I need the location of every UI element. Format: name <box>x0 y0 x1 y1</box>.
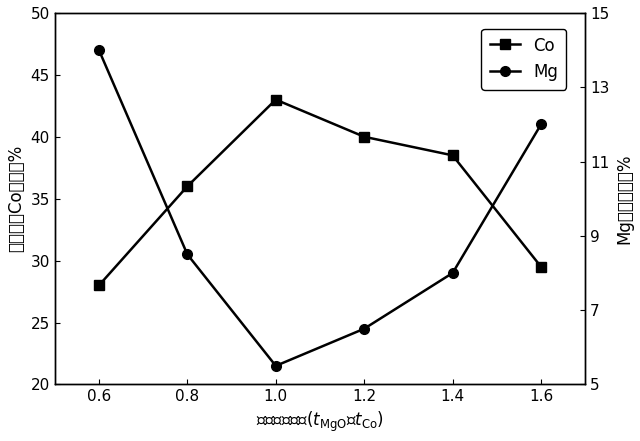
Legend: Co, Mg: Co, Mg <box>481 29 566 90</box>
Mg <box>184 252 191 257</box>
Mg <box>95 48 103 53</box>
Co <box>360 134 368 139</box>
Co <box>184 183 191 189</box>
Co <box>449 153 456 158</box>
Co <box>95 283 103 288</box>
Y-axis label: 氢氧化魈Co品位／%: 氢氧化魈Co品位／% <box>7 145 25 252</box>
Mg <box>537 122 545 127</box>
Y-axis label: Mg杂质含量／%: Mg杂质含量／% <box>615 153 633 244</box>
Line: Co: Co <box>94 95 546 290</box>
X-axis label: 氧化镁加入量($t_{\mathrm{MgO}}$／$t_{\mathrm{Co}}$): 氧化镁加入量($t_{\mathrm{MgO}}$／$t_{\mathrm{Co… <box>256 410 384 434</box>
Mg <box>360 326 368 331</box>
Co <box>537 264 545 269</box>
Line: Mg: Mg <box>94 45 546 371</box>
Mg <box>449 270 456 276</box>
Mg <box>272 363 280 369</box>
Co <box>272 97 280 102</box>
